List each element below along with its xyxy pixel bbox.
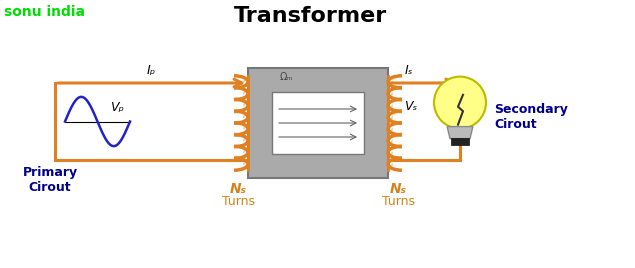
Text: Turns: Turns — [222, 195, 255, 208]
Text: Iₛ: Iₛ — [405, 64, 413, 77]
Text: Ωₘ: Ωₘ — [280, 72, 293, 82]
Text: Turns: Turns — [382, 195, 415, 208]
Text: Iₚ: Iₚ — [147, 64, 156, 77]
Text: Vₚ: Vₚ — [110, 100, 124, 114]
Text: Secondary
Cirout: Secondary Cirout — [494, 102, 568, 131]
Text: Nₛ: Nₛ — [230, 182, 246, 196]
Bar — [451, 137, 469, 145]
Text: Nₛ: Nₛ — [389, 182, 406, 196]
Circle shape — [434, 77, 486, 129]
Polygon shape — [447, 126, 473, 139]
Text: Primary
Cirout: Primary Cirout — [22, 166, 77, 194]
Bar — [248, 68, 388, 178]
Text: Transformer: Transformer — [234, 6, 387, 26]
Text: sonu india: sonu india — [4, 5, 85, 19]
Bar — [272, 92, 364, 154]
Text: Vₛ: Vₛ — [404, 100, 417, 114]
